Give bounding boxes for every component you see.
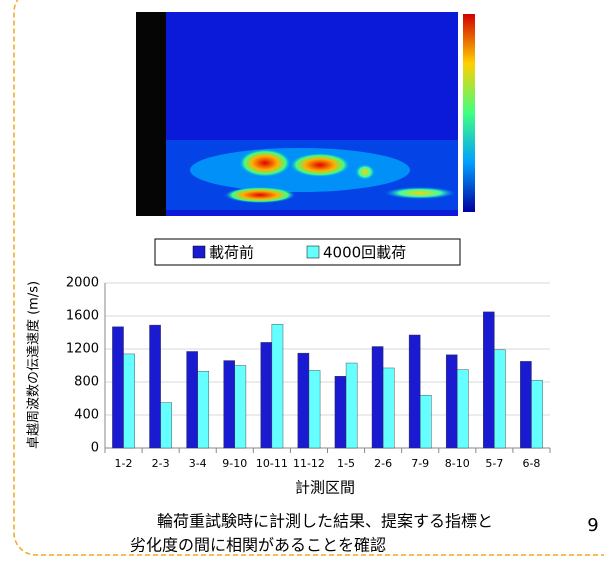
y-tick-label: 1600	[66, 309, 99, 324]
x-tick-label: 5-7	[485, 457, 503, 470]
bar	[494, 350, 505, 448]
bar	[520, 361, 531, 448]
x-tick-label: 6-8	[522, 457, 540, 470]
x-tick-label: 7-9	[411, 457, 429, 470]
y-tick-label: 1200	[66, 342, 99, 357]
x-tick-label: 10-11	[256, 457, 288, 470]
bar	[335, 376, 346, 448]
page-number: 9	[587, 515, 598, 536]
x-tick-label: 9-10	[222, 457, 247, 470]
legend-label: 載荷前	[209, 244, 254, 262]
bar	[261, 342, 272, 448]
bar	[150, 325, 161, 448]
spectrogram	[133, 10, 505, 218]
x-tick-label: 1-2	[115, 457, 133, 470]
legend-label: 4000回載荷	[323, 244, 406, 262]
bar	[446, 355, 457, 448]
bar	[124, 354, 135, 448]
bar	[409, 335, 420, 448]
bar	[346, 363, 357, 448]
bar	[531, 380, 542, 448]
y-tick-label: 0	[91, 441, 99, 456]
slide: 卓越周波数の伝達速度 (m/s) 計測区間 輪荷重試験時に計測した結果、提案する…	[0, 0, 604, 559]
legend-swatch	[193, 246, 205, 258]
bar	[457, 370, 468, 448]
x-tick-label: 11-12	[293, 457, 325, 470]
bar	[309, 370, 320, 448]
legend-swatch	[307, 246, 319, 258]
x-tick-label: 8-10	[445, 457, 470, 470]
x-tick-label: 3-4	[189, 457, 207, 470]
bar	[298, 353, 309, 448]
bar	[198, 371, 209, 448]
y-axis-label: 卓越周波数の伝達速度 (m/s)	[26, 281, 42, 449]
x-axis-label: 計測区間	[295, 479, 355, 497]
bar	[187, 351, 198, 448]
y-tick-label: 800	[74, 375, 99, 390]
bar	[383, 368, 394, 448]
bar	[372, 347, 383, 448]
y-tick-label: 400	[74, 408, 99, 423]
caption-line: 劣化度の間に相関があることを確認	[130, 536, 386, 555]
bar	[235, 366, 246, 449]
x-tick-label: 2-3	[152, 457, 170, 470]
bar	[161, 403, 172, 448]
bar	[224, 361, 235, 448]
x-tick-label: 1-5	[337, 457, 355, 470]
caption-line: 輪荷重試験時に計測した結果、提案する指標と	[157, 512, 493, 531]
bar	[272, 324, 283, 448]
bar	[483, 312, 494, 448]
bar	[112, 327, 123, 448]
x-tick-label: 2-6	[374, 457, 392, 470]
y-tick-label: 2000	[66, 276, 99, 291]
bar	[420, 395, 431, 448]
